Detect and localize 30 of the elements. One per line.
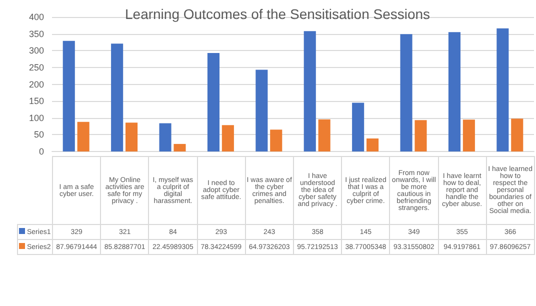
bar: [511, 118, 524, 152]
y-tick-label: 0: [38, 146, 44, 156]
bar: [159, 123, 172, 152]
bar: [448, 32, 460, 152]
bar: [207, 52, 220, 152]
y-tick-label: 50: [34, 130, 44, 140]
bar: [366, 138, 379, 152]
bar: [400, 34, 412, 152]
bar: [352, 102, 364, 152]
bar: [62, 40, 75, 152]
bar: [126, 122, 138, 152]
bar: [462, 120, 475, 152]
y-tick-label: 200: [28, 79, 44, 90]
bar: [496, 28, 509, 152]
y-tick-label: 300: [28, 46, 44, 56]
bar: [256, 70, 268, 152]
y-tick-label: 150: [28, 96, 44, 106]
bar: [174, 144, 186, 152]
bar: [222, 125, 234, 152]
bar: [111, 44, 124, 152]
bar: [304, 31, 316, 152]
bar: [414, 120, 427, 152]
y-tick-label: 250: [28, 62, 44, 72]
chart-title: Learning Outcomes of the Sensitisation Sessions: [125, 6, 430, 22]
y-tick-label: 100: [28, 112, 44, 123]
y-tick-label: 400: [28, 12, 44, 22]
bar: [270, 130, 282, 152]
bar: [318, 119, 330, 152]
y-tick-label: 350: [28, 28, 44, 39]
bar: [77, 122, 90, 152]
